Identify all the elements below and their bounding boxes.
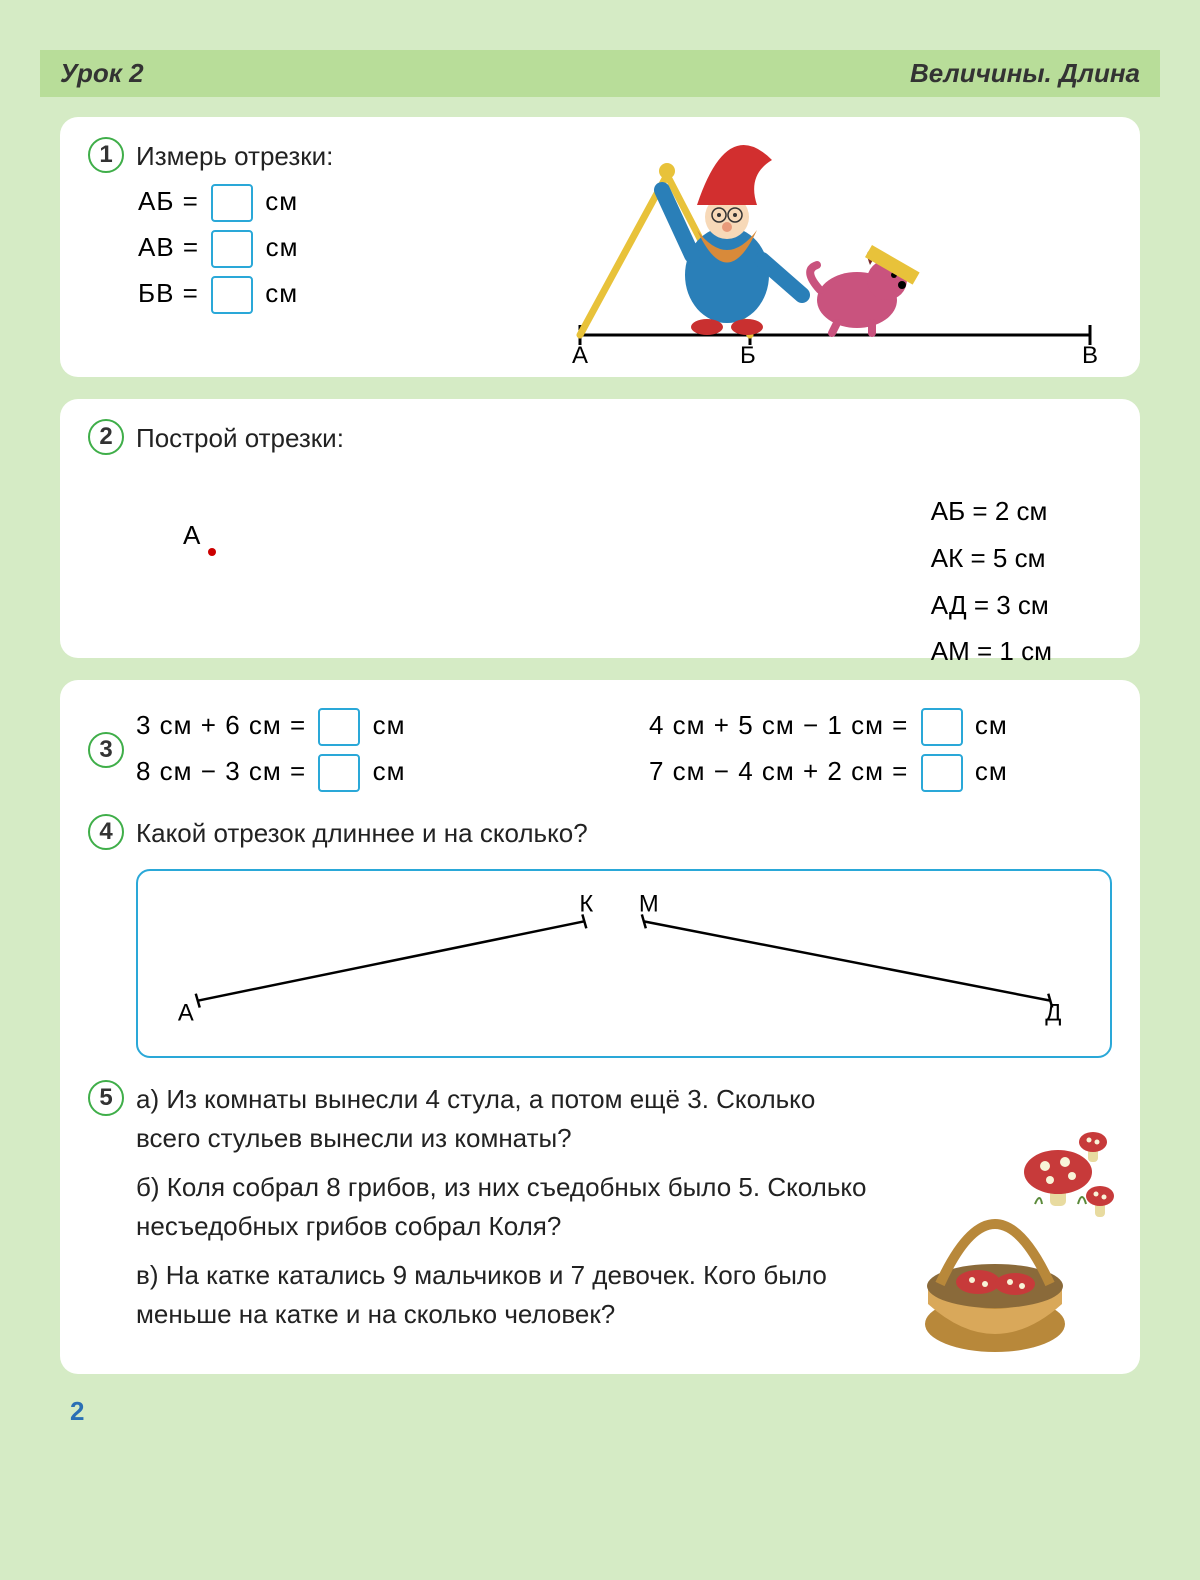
list-item: АК = 5 см: [931, 535, 1052, 582]
mushroom-illustration: [900, 1104, 1120, 1364]
equation-line: 3 см + 6 см = см: [136, 708, 599, 746]
page: Урок 2 Величины. Длина 1 Измерь отрезки:…: [0, 0, 1200, 1447]
segment-spec-list: АБ = 2 см АК = 5 см АД = 3 см АМ = 1 см: [931, 488, 1052, 675]
construction-area: А АБ = 2 см АК = 5 см АД = 3 см АМ = 1 с…: [88, 458, 1112, 638]
answer-box[interactable]: [211, 276, 253, 314]
question-number: 2: [88, 419, 124, 455]
seg-label: М: [639, 891, 659, 917]
lesson-header: Урок 2 Величины. Длина: [40, 50, 1160, 97]
question-number: 1: [88, 137, 124, 173]
page-number: 2: [70, 1396, 1140, 1427]
equation-line: 8 см − 3 см = см: [136, 754, 599, 792]
seg-label: Д: [1045, 999, 1061, 1026]
question-number: 5: [88, 1080, 124, 1116]
answer-box[interactable]: [318, 708, 360, 746]
list-item: АБ = 2 см: [931, 488, 1052, 535]
answer-box[interactable]: [318, 754, 360, 792]
lesson-number: Урок 2: [60, 58, 144, 89]
subquestion-a: а) Из комнаты вынесли 4 стула, а потом е…: [136, 1080, 876, 1158]
seg-label-b: Б: [740, 342, 756, 365]
gnome-illustration: А Б В: [572, 135, 1112, 370]
question-number: 3: [88, 732, 124, 768]
question-title: Какой отрезок длиннее и на сколько?: [136, 814, 588, 853]
seg-label: К: [579, 891, 593, 917]
question-5-body: а) Из комнаты вынесли 4 стула, а потом е…: [136, 1080, 876, 1344]
subquestion-b: б) Коля собрал 8 грибов, из них съедобны…: [136, 1168, 876, 1246]
question-1-card: 1 Измерь отрезки: АБ = см АВ = см БВ = с…: [60, 117, 1140, 377]
point-a-label: А: [183, 520, 200, 551]
answer-box[interactable]: [211, 230, 253, 268]
seg-label-v: В: [1082, 342, 1098, 365]
answer-box[interactable]: [211, 184, 253, 222]
question-2-card: 2 Построй отрезки: А АБ = 2 см АК = 5 см…: [60, 399, 1140, 658]
seg-label-a: А: [572, 342, 588, 365]
list-item: АД = 3 см: [931, 582, 1052, 629]
subquestion-c: в) На катке катались 9 мальчиков и 7 де­…: [136, 1256, 876, 1334]
equation-line: 4 см + 5 см − 1 см = см: [649, 708, 1112, 746]
equation-line: 7 см − 4 см + 2 см = см: [649, 754, 1112, 792]
point-a: [208, 548, 216, 556]
question-title: Построй отрезки:: [136, 419, 344, 458]
question-title: Измерь отрезки:: [136, 137, 333, 176]
answer-box[interactable]: [921, 708, 963, 746]
list-item: АМ = 1 см: [931, 628, 1052, 675]
lesson-topic: Величины. Длина: [910, 58, 1140, 89]
segment-diagram: А К М Д: [136, 869, 1112, 1058]
seg-label: А: [178, 999, 194, 1026]
question-number: 4: [88, 814, 124, 850]
answer-box[interactable]: [921, 754, 963, 792]
question-3-4-5-card: 3 3 см + 6 см = см 8 см − 3 см = см 4 см…: [60, 680, 1140, 1374]
